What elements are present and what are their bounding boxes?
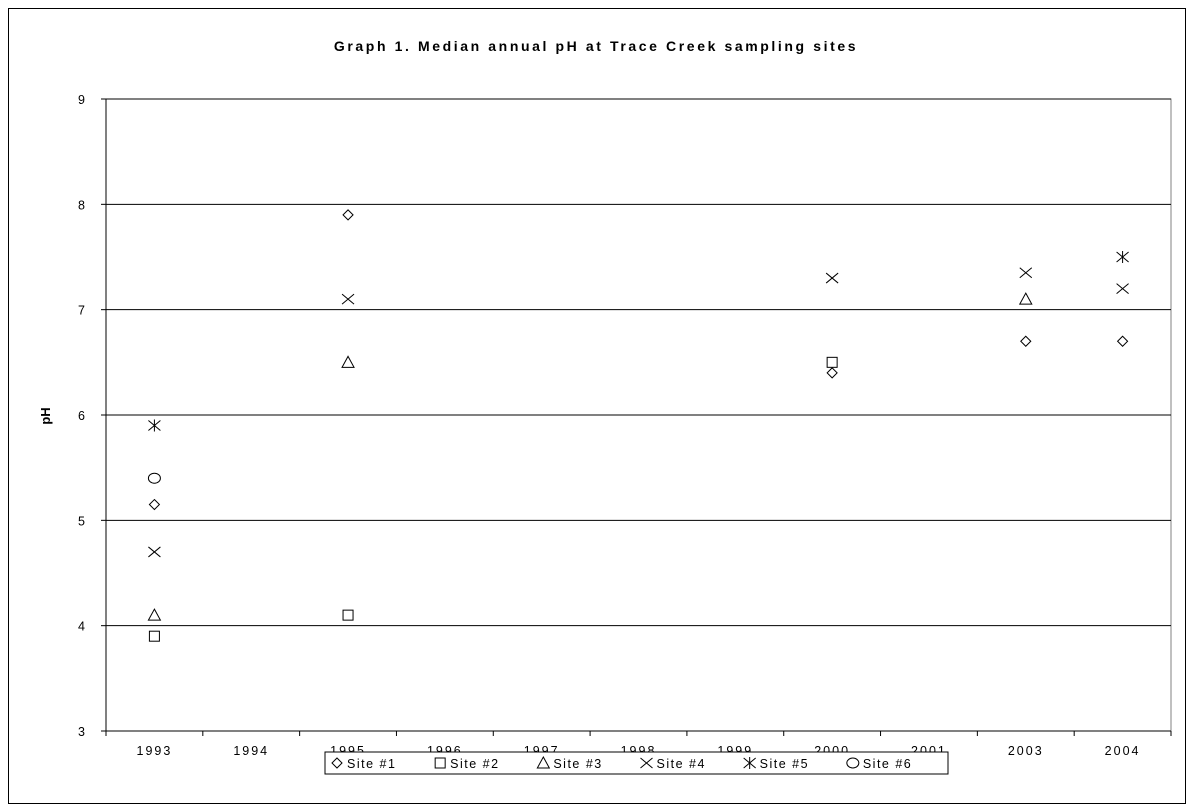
chart-title: Graph 1. Median annual pH at Trace Creek… (334, 38, 858, 54)
x-marker (825, 272, 839, 284)
data-point-site-5 (148, 419, 161, 432)
gridlines (105, 98, 1172, 732)
legend-label-site-1: Site #1 (347, 757, 396, 771)
data-point-site-1 (1116, 335, 1129, 347)
y-axis-label: pH (38, 407, 53, 424)
legend-marker-site-1 (331, 757, 343, 769)
x-tick-label: 2004 (1105, 744, 1141, 758)
data-point-site-4 (1019, 267, 1033, 279)
legend: Site #1 Site #2 Site #3 Site #4 Site #5 Site … (324, 751, 949, 775)
data-point-site-6 (147, 472, 161, 484)
legend-label-site-4: Site #4 (657, 757, 706, 771)
diamond-marker (331, 757, 343, 769)
legend-label-site-6: Site #6 (863, 757, 912, 771)
y-tick-label: 5 (78, 514, 87, 528)
data-point-site-3 (341, 355, 355, 368)
legend-box (324, 751, 949, 775)
data-point-site-3 (1018, 292, 1033, 305)
triangle-marker (147, 608, 162, 621)
triangle-marker (341, 355, 355, 368)
legend-label-site-2: Site #2 (450, 757, 499, 771)
data-point-site-4 (825, 272, 839, 284)
y-tick-label: 3 (78, 725, 87, 739)
chart-frame (8, 8, 1186, 804)
data-point-site-1 (1020, 335, 1032, 347)
data-point-site-2 (342, 609, 354, 621)
diamond-marker (1116, 335, 1129, 347)
x-marker (148, 546, 161, 558)
x-marker (1116, 283, 1129, 294)
data-point-site-4 (1116, 283, 1129, 294)
data-point-site-1 (342, 209, 354, 221)
diamond-marker (1020, 335, 1032, 347)
legend-marker-site-4 (640, 757, 653, 769)
diamond-marker (342, 209, 354, 221)
y-tick-label: 8 (78, 198, 87, 212)
x-marker (1019, 267, 1033, 279)
y-tick-label: 6 (78, 409, 87, 423)
square-marker (434, 757, 446, 769)
legend-marker-site-5 (743, 757, 756, 769)
square-marker (148, 630, 160, 642)
legend-label-site-3: Site #3 (553, 757, 602, 771)
legend-label-site-5: Site #5 (760, 757, 809, 771)
asterisk-marker (1116, 251, 1129, 263)
data-point-site-1 (148, 498, 161, 511)
data-point-site-4 (341, 293, 355, 305)
x-marker (341, 293, 355, 305)
x-tick-label: 1993 (137, 744, 173, 758)
x-tick-label: 2003 (1008, 744, 1044, 758)
asterisk-marker (743, 757, 756, 769)
y-tick-label: 9 (78, 93, 87, 107)
x-marker (640, 757, 653, 769)
data-point-site-1 (826, 367, 838, 379)
diamond-marker (148, 498, 161, 511)
triangle-marker (1018, 292, 1033, 305)
x-tick-label: 1994 (233, 744, 269, 758)
legend-marker-site-3 (536, 755, 551, 769)
y-tick-label: 7 (78, 304, 87, 318)
circle-marker (846, 757, 860, 769)
y-tick-label: 4 (78, 620, 87, 634)
square-marker (342, 609, 354, 621)
triangle-marker (536, 755, 551, 769)
legend-marker-site-6 (846, 757, 860, 769)
data-point-site-2 (148, 630, 160, 642)
data-point-site-3 (147, 608, 162, 621)
data-point-site-5 (1116, 251, 1129, 263)
circle-marker (147, 472, 161, 484)
legend-marker-site-2 (434, 757, 446, 769)
data-point-site-2 (826, 356, 838, 368)
data-point-site-4 (148, 546, 161, 558)
square-marker (826, 356, 838, 368)
diamond-marker (826, 367, 838, 379)
data-points (147, 209, 1129, 642)
asterisk-marker (148, 419, 161, 432)
